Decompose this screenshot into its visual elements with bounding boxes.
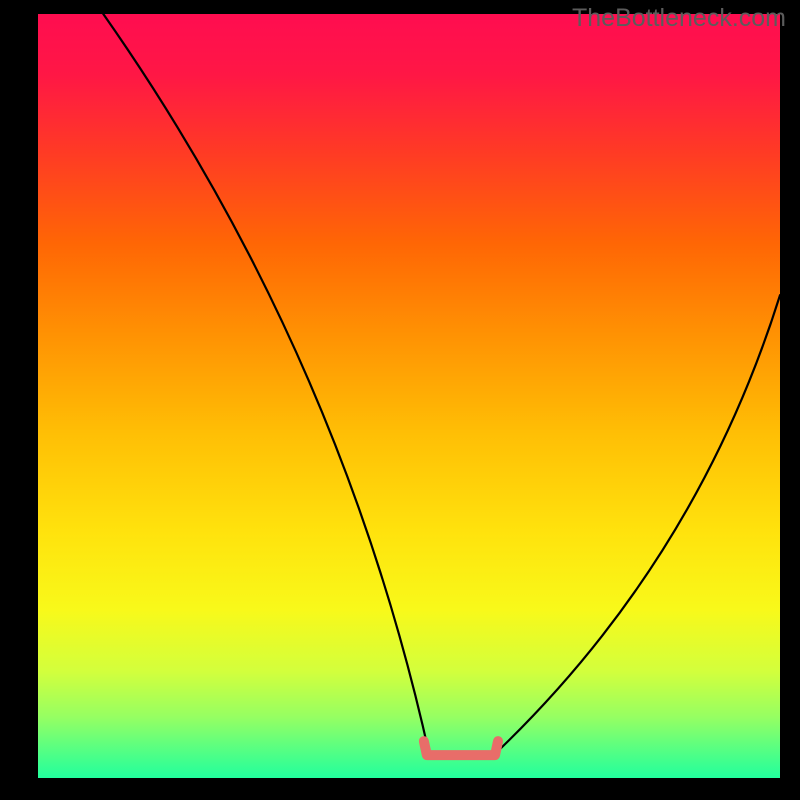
plot-area <box>38 14 780 778</box>
watermark-text: TheBottleneck.com <box>572 4 786 33</box>
chart-frame: TheBottleneck.com <box>0 0 800 800</box>
gradient-background <box>38 14 780 778</box>
plot-svg <box>38 14 780 778</box>
